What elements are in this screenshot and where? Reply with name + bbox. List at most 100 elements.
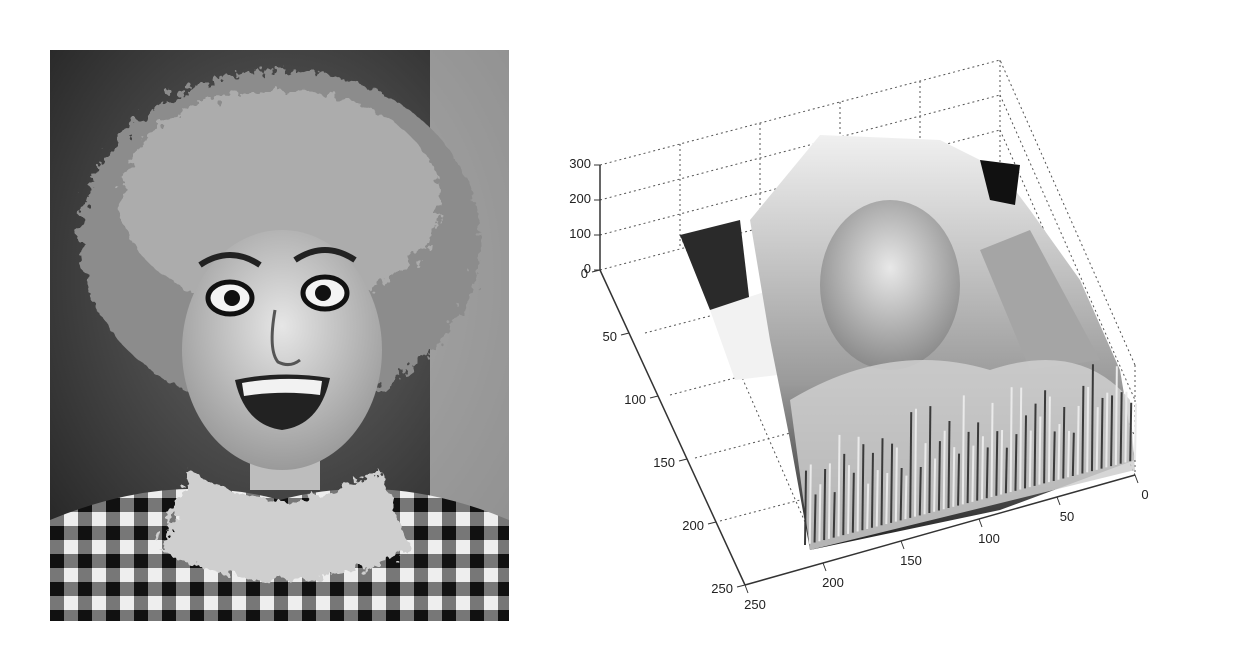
surface-spike [808, 464, 812, 544]
z-tick-label: 300 [569, 156, 591, 171]
surface-spike [1033, 403, 1037, 486]
x-tick-mark [744, 584, 749, 594]
surface-spike [985, 447, 989, 499]
surface-spike [1095, 407, 1099, 470]
surface-spike [804, 470, 807, 546]
surface-spike [856, 436, 860, 532]
surface-spike [933, 458, 937, 512]
y-axis [599, 269, 746, 586]
surface-spike [957, 453, 961, 506]
x-tick-mark [1134, 474, 1139, 484]
surface-spike [842, 453, 846, 536]
y-tick-mark [649, 395, 659, 399]
face [182, 230, 382, 470]
surface-spike [914, 408, 917, 517]
surface-spike [827, 463, 831, 539]
surface-spike [885, 472, 889, 525]
surface-spike [1067, 430, 1071, 478]
surface-spike [1028, 430, 1032, 488]
z-tick-label: 200 [569, 191, 591, 206]
portrait-photo [50, 50, 509, 621]
surface-spike [952, 447, 956, 507]
y-tick-mark [736, 584, 746, 588]
z-tick-label: 100 [569, 226, 591, 241]
surface-spike [1071, 432, 1075, 477]
surface-spike [1114, 366, 1118, 465]
surface-spike [870, 452, 874, 528]
x-tick-mark [900, 540, 905, 550]
surface-plot: 300 200 100 0 0 50 100 150 200 250 250 200 150 100 5… [560, 40, 1200, 630]
surface-spike [966, 431, 970, 504]
surface-spike [880, 438, 884, 526]
y-tick-label: 150 [653, 455, 675, 470]
y-tick-mark [620, 332, 630, 336]
surface-spike [947, 421, 951, 509]
x-tick-label: 0 [1141, 487, 1148, 502]
surface-spike [971, 445, 975, 502]
surface-spike [890, 443, 894, 523]
x-tick-mark [822, 562, 827, 572]
surface-spike [1057, 424, 1061, 480]
surface-spike [866, 483, 870, 530]
surface-spike [823, 469, 827, 541]
surface-spike [918, 466, 922, 516]
surface-spike [875, 470, 879, 527]
surface-spike [1000, 429, 1004, 495]
surface-spike [813, 494, 817, 543]
surface-spike [1100, 397, 1104, 469]
surface-spike [976, 422, 980, 501]
x-tick-label: 250 [744, 597, 766, 612]
y-tick-mark [591, 269, 601, 273]
x-axis [744, 474, 1136, 586]
y-tick-mark [707, 521, 717, 525]
surface-spike [1024, 415, 1027, 489]
x-tick-label: 100 [978, 531, 1000, 546]
surface-spike [1009, 387, 1013, 493]
surface-mesh [680, 135, 1137, 550]
surface-spike [832, 492, 836, 538]
surface-spike [1110, 395, 1114, 467]
x-tick-mark [978, 518, 983, 528]
surface-spike [937, 441, 941, 511]
surface-spike [899, 468, 903, 521]
surface-spike [1129, 402, 1133, 462]
y-tick-label: 0 [581, 266, 588, 281]
surface-spike [1062, 406, 1066, 479]
surface-spike [1124, 391, 1128, 463]
surface-spike [851, 472, 855, 533]
surface-spike [1134, 403, 1137, 461]
y-tick-label: 50 [603, 329, 617, 344]
x-tick-label: 50 [1060, 509, 1074, 524]
x-tick-mark [1056, 496, 1061, 506]
surface-spike [980, 436, 984, 500]
z-tick-label: 0 [584, 261, 591, 276]
surface-spike [961, 395, 965, 505]
surface-spike [1014, 434, 1018, 491]
y-tick-mark [678, 458, 688, 462]
ruffle-collar [160, 470, 410, 580]
surface-spike [928, 406, 932, 513]
surface-spike [990, 402, 994, 497]
surface-spike [894, 447, 898, 522]
surface-spike [1081, 385, 1085, 474]
surface-spike [904, 475, 908, 520]
surface-spike [923, 443, 927, 515]
surface-spike [1076, 405, 1080, 475]
surface-spike [818, 484, 822, 542]
surface-spike [1119, 392, 1123, 464]
surface-spike [995, 431, 999, 496]
surface-spike [1038, 416, 1042, 485]
surface-spike [1090, 364, 1094, 472]
surface-spike [1052, 431, 1056, 481]
surface-spike [1105, 392, 1109, 468]
y-tick-label: 200 [682, 518, 704, 533]
x-tick-label: 150 [900, 553, 922, 568]
surface-spike [1047, 396, 1051, 483]
surface-spike [942, 430, 946, 510]
surface-spike [1019, 387, 1023, 490]
surface-spike [861, 444, 865, 531]
surface-spike [847, 465, 851, 534]
surface-spike [909, 412, 913, 518]
surface-spike [1043, 390, 1047, 484]
y-tick-label: 250 [711, 581, 733, 596]
